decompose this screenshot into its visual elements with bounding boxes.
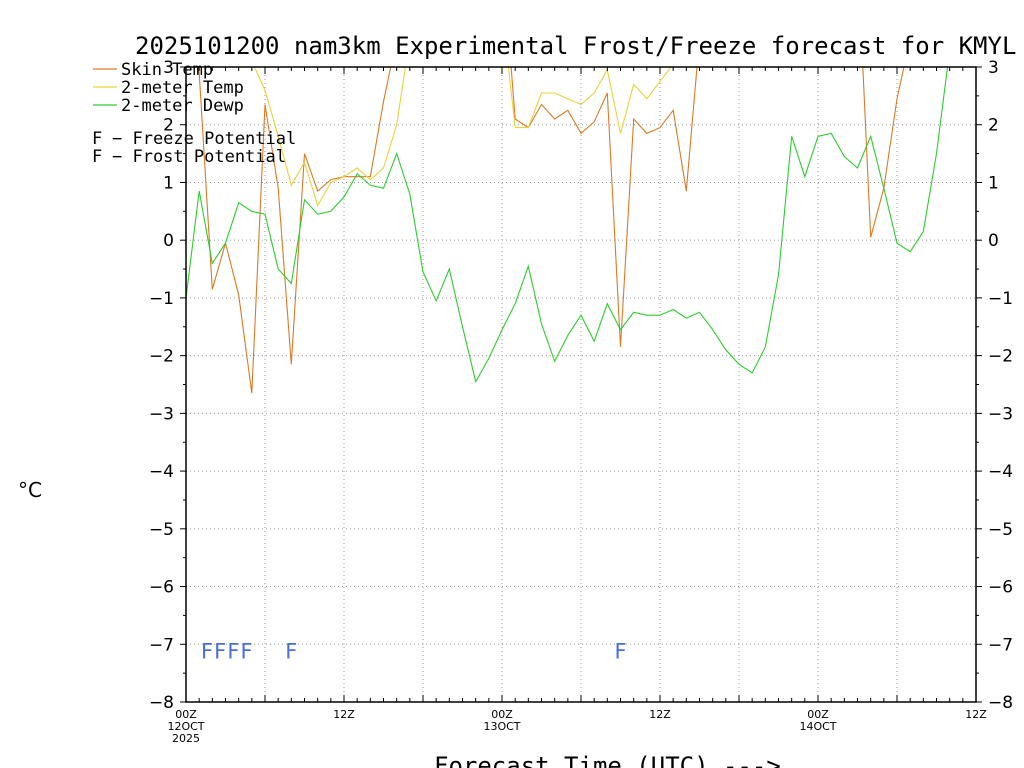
x-tick-label: 12Z bbox=[333, 708, 355, 721]
x-tick-label: 00Z bbox=[491, 708, 513, 721]
x-tick-label: 00Z bbox=[807, 708, 829, 721]
y-axis-right: −8 −7 −6 −5 −4 −3 −2 −1 0 1 2 3 bbox=[976, 58, 1013, 713]
y-tick-label-left: 1 bbox=[163, 173, 174, 193]
y-axis-label: °C bbox=[18, 478, 42, 502]
legend-key-letter: F bbox=[92, 129, 102, 149]
legend-key-label: − Freeze Potential bbox=[112, 129, 296, 149]
frost-marker: F bbox=[241, 639, 253, 663]
frost-marker: F bbox=[614, 639, 626, 663]
series-line-2-meter-dewp bbox=[186, 67, 949, 384]
legend-key-letter: F bbox=[92, 147, 102, 167]
x-tick-label: 12Z bbox=[649, 708, 671, 721]
y-tick-label-right: 0 bbox=[988, 231, 999, 251]
series-lines bbox=[186, 67, 949, 394]
x-axis-label: Forecast Time (UTC) ---> bbox=[434, 752, 781, 768]
y-tick-label-right: −1 bbox=[988, 289, 1013, 309]
legend-key-label: − Frost Potential bbox=[112, 147, 286, 167]
y-tick-label-left: −8 bbox=[149, 693, 174, 713]
y-tick-label-right: −8 bbox=[988, 693, 1013, 713]
y-tick-label-left: 3 bbox=[163, 58, 174, 78]
y-tick-label-right: −7 bbox=[988, 635, 1013, 655]
frost-marker: F bbox=[201, 639, 213, 663]
y-tick-label-right: −2 bbox=[988, 347, 1013, 367]
y-tick-label-right: −5 bbox=[988, 520, 1013, 540]
chart-title: 2025101200 nam3km Experimental Frost/Fre… bbox=[135, 32, 1016, 60]
y-tick-label-right: −3 bbox=[988, 404, 1013, 424]
x-tick-label: 2025 bbox=[172, 732, 200, 745]
y-tick-label-left: 0 bbox=[163, 231, 174, 251]
series-line-skin-temp bbox=[197, 67, 905, 394]
y-tick-label-left: −3 bbox=[149, 404, 174, 424]
y-tick-label-left: 2 bbox=[163, 116, 174, 136]
y-tick-label-left: −6 bbox=[149, 578, 174, 598]
y-tick-label-left: −4 bbox=[149, 462, 174, 482]
x-tick-label: 14OCT bbox=[799, 720, 836, 733]
y-tick-label-left: −5 bbox=[149, 520, 174, 540]
y-tick-label-right: −6 bbox=[988, 578, 1013, 598]
y-tick-label-left: −1 bbox=[149, 289, 174, 309]
x-tick-label: 12Z bbox=[965, 708, 987, 721]
y-tick-label-right: 3 bbox=[988, 58, 999, 78]
y-tick-label-right: 2 bbox=[988, 116, 999, 136]
x-tick-label: 00Z bbox=[175, 708, 197, 721]
x-tick-label: 13OCT bbox=[483, 720, 520, 733]
frost-marker: F bbox=[285, 639, 297, 663]
legend-label: Skin Temp bbox=[121, 60, 213, 80]
y-tick-label-left: −2 bbox=[149, 347, 174, 367]
frost-marker: F bbox=[214, 639, 226, 663]
y-tick-label-right: −4 bbox=[988, 462, 1013, 482]
y-tick-label-right: 1 bbox=[988, 173, 999, 193]
series-line-2-meter-temp bbox=[253, 67, 672, 207]
x-tick-label: 12OCT bbox=[167, 720, 204, 733]
frost-marker: F bbox=[227, 639, 239, 663]
y-tick-label-left: −7 bbox=[149, 635, 174, 655]
y-axis-left: −8 −7 −6 −5 −4 −3 −2 −1 0 1 2 3 bbox=[149, 58, 186, 713]
legend-label: 2-meter Temp bbox=[121, 78, 244, 98]
legend-label: 2-meter Dewp bbox=[121, 96, 244, 116]
